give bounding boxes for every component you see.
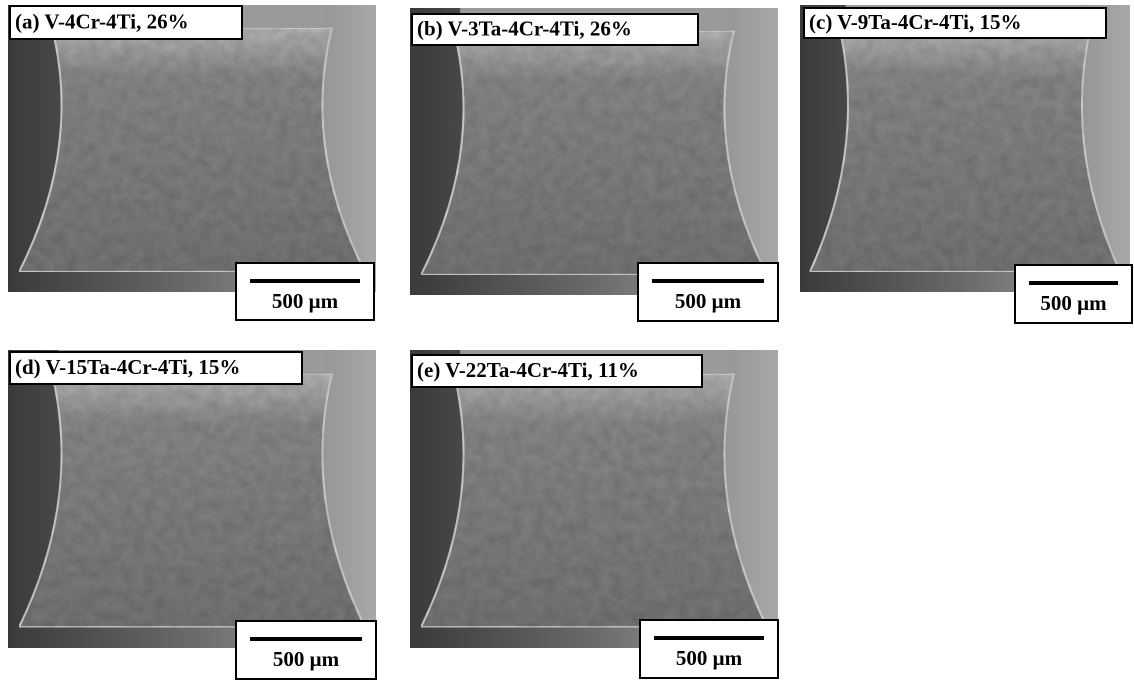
panel: (e) V-22Ta-4Cr-4Ti, 11% 500 μm xyxy=(410,350,778,678)
scale-label: 500 μm xyxy=(272,289,339,313)
panel-label: (d) V-15Ta-4Cr-4Ti, 15% xyxy=(15,355,240,379)
figure: (a) V-4Cr-4Ti, 26%500 μm(b) V-3Ta-4Cr-4T… xyxy=(0,0,1134,680)
specimen xyxy=(810,28,1120,272)
panel-label: (b) V-3Ta-4Cr-4Ti, 26% xyxy=(417,16,632,40)
specimen xyxy=(19,28,365,272)
panel: (c) V-9Ta-4Cr-4Ti, 15% 500 μm xyxy=(800,5,1132,323)
scale-label: 500 μm xyxy=(1040,291,1107,315)
panel-label: (c) V-9Ta-4Cr-4Ti, 15% xyxy=(809,10,1022,34)
specimen xyxy=(421,374,767,627)
panel-label: (a) V-4Cr-4Ti, 26% xyxy=(15,9,189,33)
panel: (d) V-15Ta-4Cr-4Ti, 15% 500 μm xyxy=(8,350,376,679)
specimen xyxy=(19,374,365,627)
specimen xyxy=(421,31,767,275)
panel-label: (e) V-22Ta-4Cr-4Ti, 11% xyxy=(417,358,639,382)
scale-label: 500 μm xyxy=(273,647,340,671)
scale-label: 500 μm xyxy=(675,289,742,313)
panel: (a) V-4Cr-4Ti, 26% 500 μm xyxy=(8,5,376,320)
scale-label: 500 μm xyxy=(676,646,743,670)
panel: (b) V-3Ta-4Cr-4Ti, 26% 500 μm xyxy=(410,8,778,321)
